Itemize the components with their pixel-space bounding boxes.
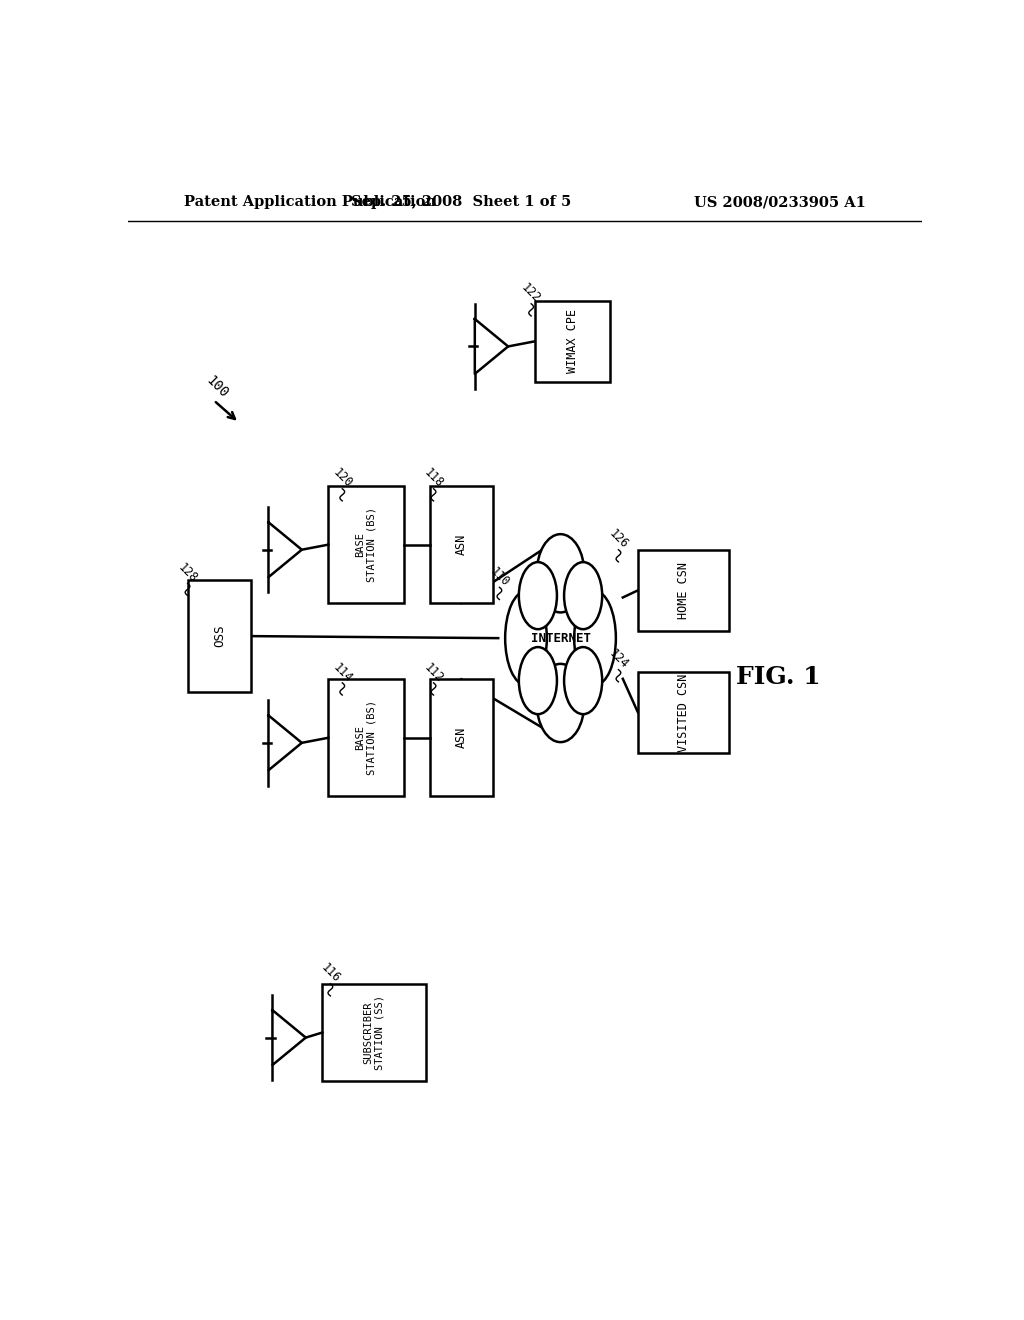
Text: VISITED CSN: VISITED CSN <box>677 673 690 751</box>
Bar <box>430 680 494 796</box>
Text: 124: 124 <box>606 647 631 672</box>
Text: 116: 116 <box>318 961 342 986</box>
Text: ASN: ASN <box>455 535 468 556</box>
Text: OSS: OSS <box>213 624 225 647</box>
Text: FIG. 1: FIG. 1 <box>736 665 821 689</box>
Bar <box>187 581 251 692</box>
Text: 114: 114 <box>330 660 354 685</box>
Text: 128: 128 <box>175 561 200 585</box>
Ellipse shape <box>537 664 585 742</box>
Bar <box>323 985 426 1081</box>
Bar <box>329 486 403 603</box>
Text: Sep. 25, 2008  Sheet 1 of 5: Sep. 25, 2008 Sheet 1 of 5 <box>351 195 571 209</box>
Ellipse shape <box>537 535 585 612</box>
Text: 122: 122 <box>519 281 544 306</box>
Ellipse shape <box>519 562 557 630</box>
Text: 100: 100 <box>204 374 231 401</box>
Ellipse shape <box>564 647 602 714</box>
Text: INTERNET: INTERNET <box>530 632 591 644</box>
Text: BASE
STATION (BS): BASE STATION (BS) <box>355 700 377 775</box>
Bar <box>638 549 729 631</box>
Text: 120: 120 <box>330 466 354 491</box>
Ellipse shape <box>574 591 615 685</box>
Text: SUBSCRIBER
STATION (SS): SUBSCRIBER STATION (SS) <box>364 995 385 1071</box>
Bar <box>535 301 610 381</box>
Text: BASE
STATION (BS): BASE STATION (BS) <box>355 507 377 582</box>
Bar <box>329 680 403 796</box>
Text: Patent Application Publication: Patent Application Publication <box>183 195 435 209</box>
Text: ASN: ASN <box>455 727 468 748</box>
Text: US 2008/0233905 A1: US 2008/0233905 A1 <box>694 195 866 209</box>
Ellipse shape <box>519 647 557 714</box>
Bar <box>638 672 729 752</box>
Text: 126: 126 <box>606 528 631 552</box>
Text: HOME CSN: HOME CSN <box>677 562 690 619</box>
Ellipse shape <box>564 562 602 630</box>
Ellipse shape <box>505 591 547 685</box>
Text: WIMAX CPE: WIMAX CPE <box>566 309 579 374</box>
Text: 118: 118 <box>422 466 445 491</box>
Bar <box>430 486 494 603</box>
Text: 110: 110 <box>487 565 512 589</box>
Text: 112: 112 <box>422 660 445 685</box>
Ellipse shape <box>527 582 593 694</box>
